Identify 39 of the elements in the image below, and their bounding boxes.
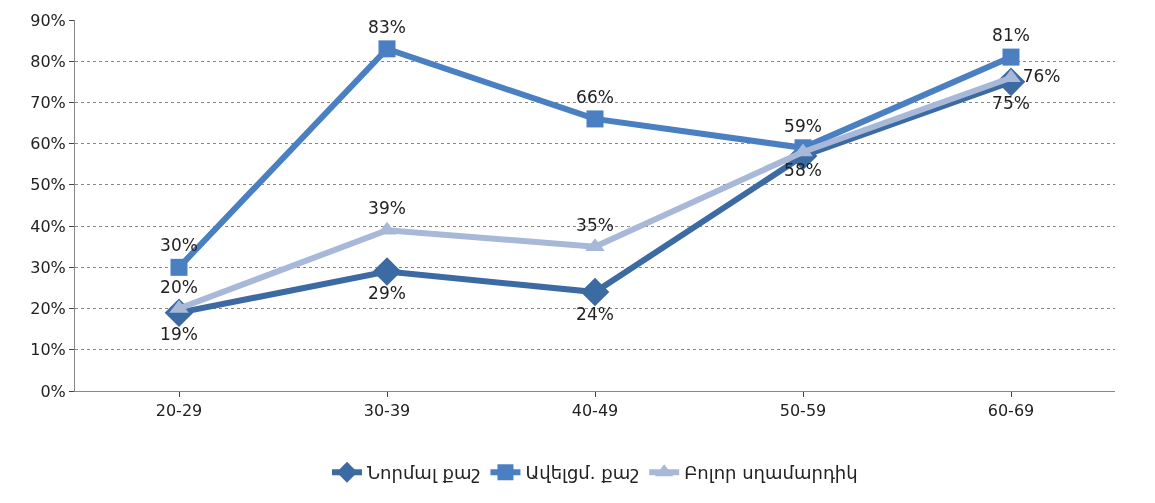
legend-label: Ավելցմ. քաշ bbox=[525, 462, 640, 484]
data-label: 29% bbox=[368, 282, 406, 303]
point bbox=[1002, 48, 1020, 66]
data-label: 19% bbox=[160, 324, 198, 345]
data-label: 20% bbox=[160, 276, 198, 297]
y-tick-label: 10% bbox=[30, 340, 66, 360]
data-label: 66% bbox=[576, 87, 614, 108]
x-tick-label: 30-39 bbox=[363, 401, 411, 421]
data-label: 58% bbox=[784, 160, 822, 181]
x-tick-label: 60-69 bbox=[987, 401, 1035, 421]
legend-label: Նորմալ քաշ bbox=[367, 462, 481, 484]
y-tick-label: 30% bbox=[30, 257, 66, 277]
x-tick-label: 50-59 bbox=[779, 401, 827, 421]
y-tick-label: 90% bbox=[30, 10, 66, 30]
y-tick-label: 50% bbox=[30, 175, 66, 195]
y-tick-label: 20% bbox=[30, 299, 66, 319]
y-tick-label: 60% bbox=[30, 134, 66, 154]
data-label: 30% bbox=[160, 235, 198, 256]
y-tick-label: 40% bbox=[30, 216, 66, 236]
point bbox=[378, 40, 396, 58]
x-tick-label: 20-29 bbox=[155, 401, 203, 421]
data-label: 83% bbox=[368, 16, 406, 37]
x-tick-label: 40-49 bbox=[571, 401, 619, 421]
legend-label: Բոլոր սղամարդիկ bbox=[684, 462, 858, 484]
data-label: 35% bbox=[576, 214, 614, 235]
point bbox=[372, 257, 402, 286]
point bbox=[586, 110, 604, 128]
y-tick-label: 70% bbox=[30, 93, 66, 113]
data-label: 24% bbox=[576, 303, 614, 324]
data-label: 75% bbox=[992, 93, 1030, 114]
point bbox=[170, 258, 188, 276]
y-tick-label: 80% bbox=[30, 51, 66, 71]
data-label: 81% bbox=[992, 25, 1030, 46]
y-tick-label: 0% bbox=[40, 381, 66, 401]
data-label: 76% bbox=[1022, 65, 1061, 86]
point bbox=[580, 277, 610, 307]
point bbox=[793, 143, 813, 157]
data-label: 59% bbox=[784, 115, 822, 136]
data-label: 39% bbox=[368, 198, 406, 219]
